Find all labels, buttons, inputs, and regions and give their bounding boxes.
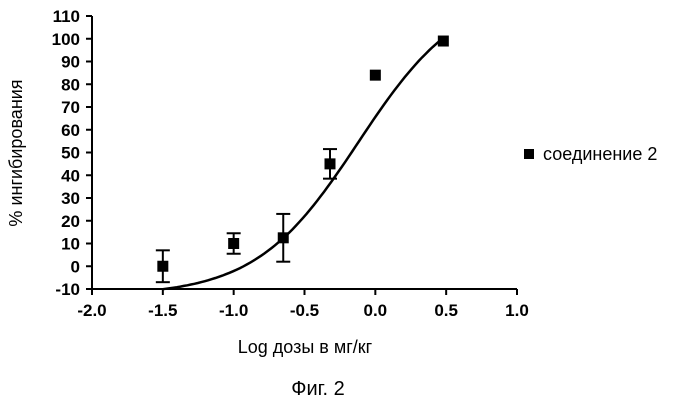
data-point (325, 158, 336, 169)
data-point (278, 232, 289, 243)
y-tick-label: 10 (61, 235, 80, 254)
y-tick-label: 20 (61, 212, 80, 231)
data-point (157, 261, 168, 272)
y-tick-label: 100 (52, 30, 80, 49)
y-tick-label: 90 (61, 53, 80, 72)
x-tick-label: 1.0 (505, 301, 529, 320)
data-point (370, 70, 381, 81)
error-bars (156, 149, 337, 282)
y-tick-label: 110 (53, 7, 80, 26)
y-tick-label: 70 (61, 98, 80, 117)
axes (92, 16, 517, 289)
x-tick-label: -2.0 (77, 301, 106, 320)
y-tick-label: 60 (61, 121, 80, 140)
y-tick-label: 80 (61, 75, 80, 94)
x-tick-label: -1.0 (219, 301, 248, 320)
ticks: -2.0 -1.5 -1.0 -0.5 0.0 0.5 1.0 -10 0 10 20 30 40 50 6… (52, 7, 529, 320)
y-tick-label: 30 (61, 189, 80, 208)
legend-label: соединение 2 (543, 144, 657, 164)
x-axis-title: Log дозы в мг/кг (238, 337, 373, 357)
x-tick-label: 0.5 (434, 301, 458, 320)
data-point (228, 238, 239, 249)
y-tick-label: -10 (55, 280, 80, 299)
y-axis-title: % ингибирования (6, 79, 26, 226)
fit-curve (163, 38, 444, 289)
x-tick-label: 0.0 (364, 301, 388, 320)
data-point (438, 36, 449, 47)
y-tick-label: 40 (61, 166, 80, 185)
y-tick-label: 50 (61, 144, 80, 163)
x-tick-label: -0.5 (290, 301, 319, 320)
x-tick-label: -1.5 (148, 301, 177, 320)
legend: соединение 2 (524, 144, 657, 164)
data-markers (157, 36, 449, 272)
figure-caption: Фиг. 2 (291, 378, 344, 400)
y-tick-label: 0 (71, 257, 80, 276)
legend-marker (524, 149, 534, 159)
